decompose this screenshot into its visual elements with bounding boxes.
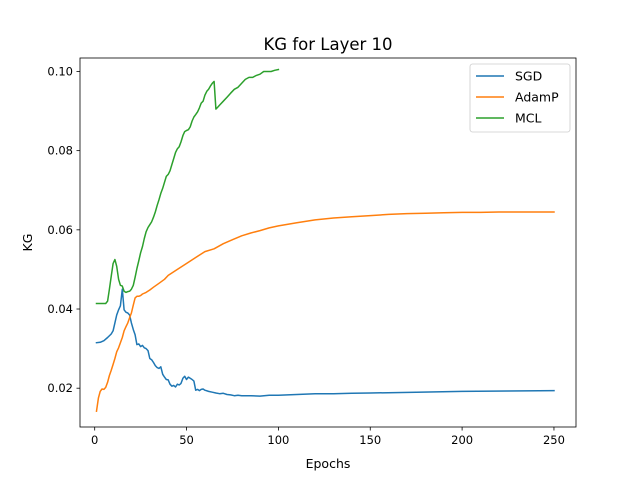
y-axis-label: KG bbox=[20, 234, 35, 252]
x-tick-label: 250 bbox=[543, 433, 565, 447]
y-tick-label: 0.04 bbox=[47, 302, 73, 316]
x-tick-label: 100 bbox=[267, 433, 289, 447]
series-line-sgd bbox=[95, 288, 555, 397]
series-line-adamp bbox=[95, 211, 555, 413]
legend-frame bbox=[469, 63, 571, 133]
series-line-mcl bbox=[95, 68, 280, 305]
x-tick-label: 0 bbox=[91, 433, 98, 447]
y-tick-label: 0.02 bbox=[47, 381, 73, 395]
legend-label-sgd: SGD bbox=[515, 69, 542, 84]
legend: SGD AdamP MCL bbox=[469, 63, 571, 133]
series-layer bbox=[95, 68, 555, 413]
legend-label-adamp: AdamP bbox=[515, 90, 559, 105]
x-axis-label: Epochs bbox=[306, 456, 351, 471]
y-tick-label: 0.10 bbox=[47, 64, 73, 78]
chart-title: KG for Layer 10 bbox=[263, 35, 392, 54]
legend-label-mcl: MCL bbox=[515, 111, 542, 126]
y-tick-label: 0.08 bbox=[47, 144, 73, 158]
axes-frame bbox=[79, 57, 577, 428]
x-tick-label: 50 bbox=[179, 433, 194, 447]
x-tick-label: 200 bbox=[451, 433, 473, 447]
y-tick-label: 0.06 bbox=[47, 223, 73, 237]
x-tick-label: 150 bbox=[359, 433, 381, 447]
axes-layer: 0 50 100 150 200 250 0.02 0.04 0.06 0.08 0.10 bbox=[47, 57, 577, 447]
